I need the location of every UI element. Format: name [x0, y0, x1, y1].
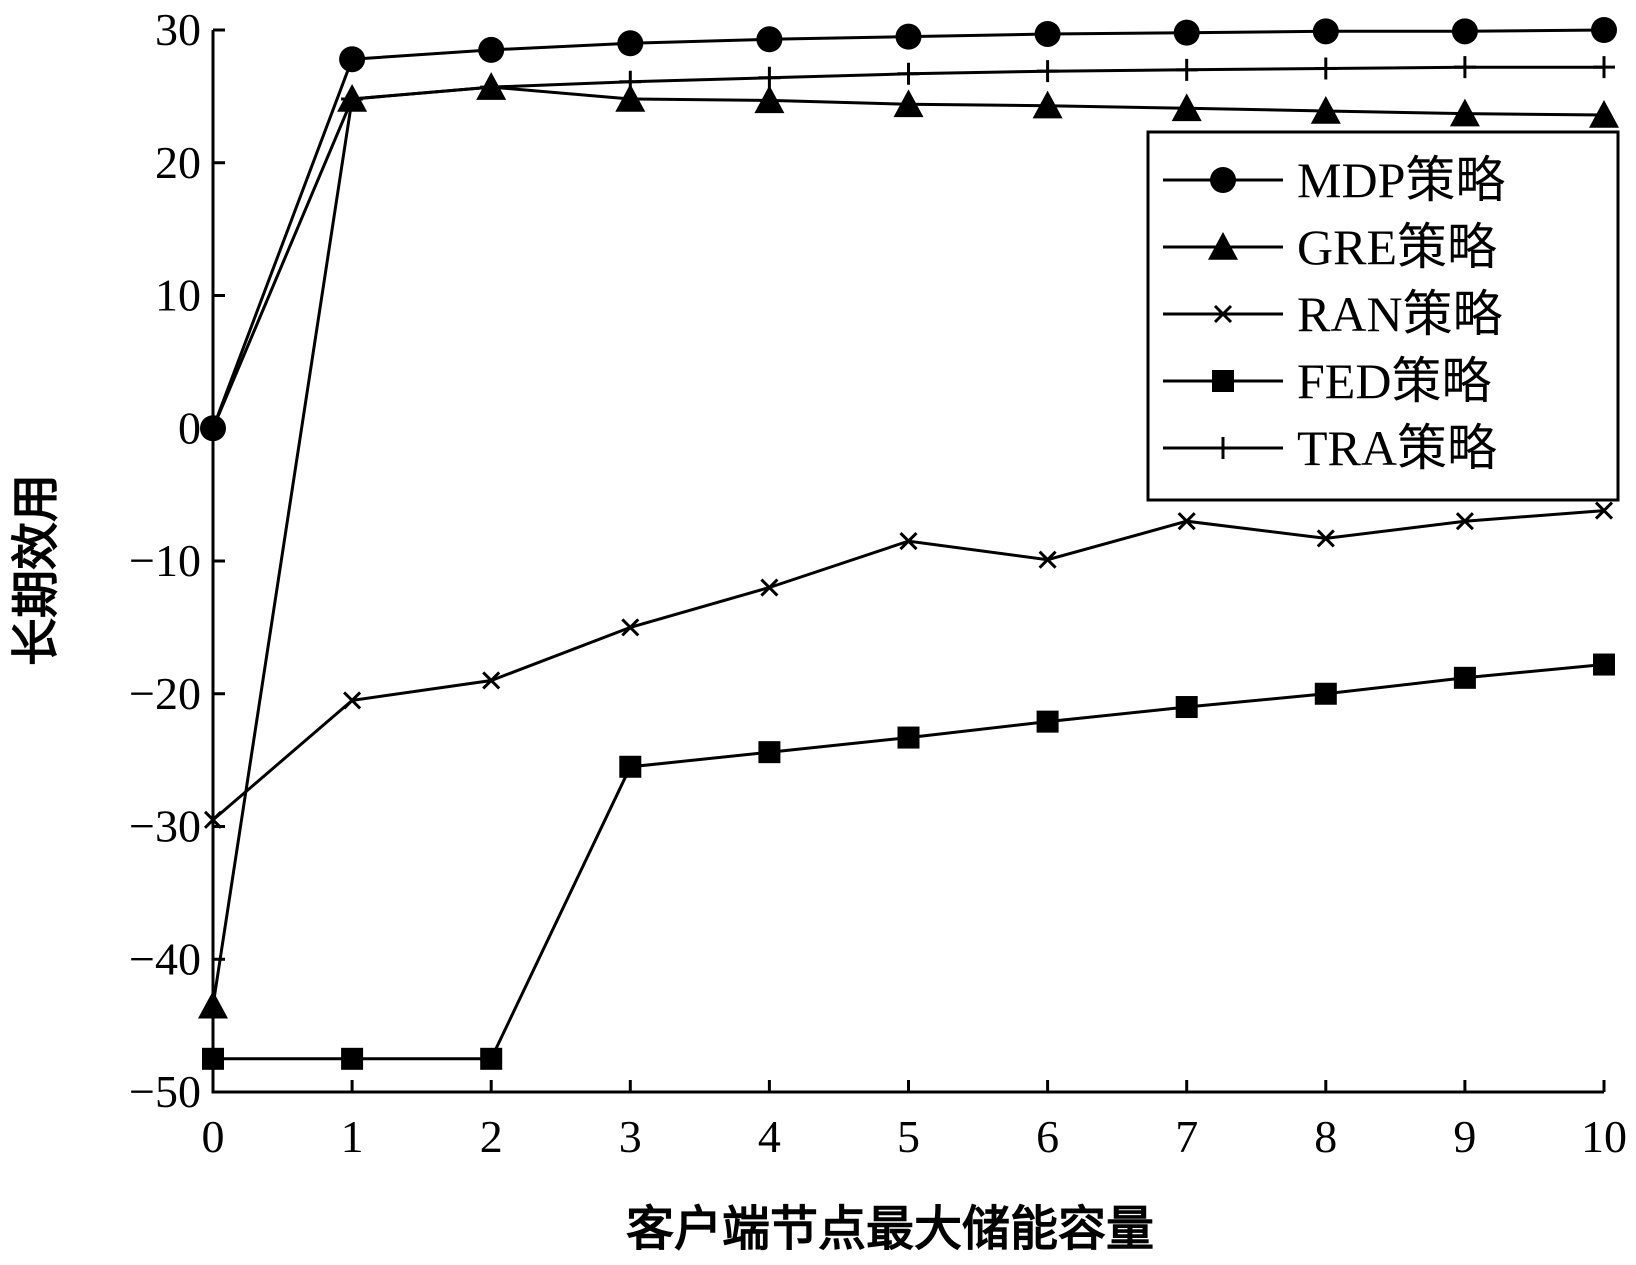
data-point-triangle [1449, 98, 1480, 127]
data-point-square [1036, 710, 1059, 733]
data-point-square [1453, 666, 1476, 689]
legend-label: RAN策略 [1297, 286, 1503, 342]
x-tick-label: 5 [897, 1111, 920, 1162]
data-point-circle [895, 23, 922, 50]
data-point-x [1455, 512, 1474, 531]
y-tick-label: −10 [129, 535, 201, 586]
data-point-triangle [1589, 99, 1619, 128]
data-point-square [480, 1047, 503, 1070]
legend-items: MDP策略 GRE策略 RAN策略 FED策略 TRA策略 [1163, 152, 1505, 476]
x-tick-label: 4 [758, 1111, 781, 1162]
legend-label: GRE策略 [1297, 219, 1497, 275]
data-point-x [1038, 550, 1057, 569]
x-tick-label: 9 [1453, 1111, 1476, 1162]
data-point-square [1593, 653, 1615, 676]
data-point-x [343, 691, 362, 710]
legend: MDP策略 GRE策略 RAN策略 FED策略 TRA策略 [1146, 130, 1620, 502]
y-tick-label: −40 [129, 933, 201, 984]
data-point-circle [339, 46, 366, 73]
x-tick-label: 7 [1175, 1111, 1198, 1162]
y-tick-label: −50 [129, 1066, 201, 1117]
data-point-circle [1173, 19, 1200, 46]
data-point-plus [1036, 60, 1059, 83]
y-tick-label: 30 [155, 4, 201, 55]
data-point-triangle [893, 89, 924, 118]
data-point-square [758, 741, 781, 764]
legend-label: MDP策略 [1297, 152, 1505, 208]
data-point-triangle [476, 72, 507, 100]
data-point-circle [756, 26, 783, 53]
data-point-x [1316, 529, 1335, 548]
data-point-triangle [1171, 93, 1202, 122]
data-point-plus [1175, 58, 1198, 81]
legend-marker-x [1213, 304, 1233, 324]
series-circle [200, 17, 1617, 442]
data-point-triangle [1310, 95, 1341, 124]
y-tick-label: 20 [155, 137, 201, 188]
data-point-x [482, 671, 501, 690]
data-point-x [621, 618, 640, 637]
data-point-plus [1453, 56, 1476, 79]
data-point-x [899, 532, 918, 551]
legend-item-square: FED策略 [1163, 353, 1491, 409]
x-tick-label: 2 [480, 1111, 503, 1162]
legend-marker-triangle [1208, 232, 1238, 260]
data-point-circle [1312, 18, 1339, 45]
data-point-circle [478, 36, 505, 63]
y-ticks: 30 20 10 0 −10 −20 −30 −40 −50 [129, 4, 225, 1117]
data-point-plus [758, 66, 781, 89]
series-line-square [213, 663, 1605, 1061]
series-square [202, 653, 1615, 1070]
x-ticks: 0 1 2 3 4 5 6 7 8 9 10 [202, 1080, 1627, 1162]
data-point-triangle [1032, 90, 1063, 119]
data-point-square [1314, 682, 1337, 705]
data-point-triangle [754, 85, 785, 114]
x-tick-label: 3 [619, 1111, 642, 1162]
series-layer [198, 17, 1619, 1070]
data-point-circle [617, 30, 644, 57]
y-tick-label: −30 [129, 801, 201, 852]
x-axis-title: 客户端节点最大储能容量 [626, 1201, 1154, 1257]
series-x [203, 501, 1614, 829]
plot-area: 0 1 2 3 4 5 6 7 8 9 10 30 20 10 0 −10 −20 −30 −40 −50 [129, 4, 1627, 1162]
legend-marker-square [1212, 370, 1234, 392]
y-tick-label: 10 [155, 270, 201, 321]
data-point-x [760, 578, 779, 597]
data-point-circle [1034, 20, 1061, 47]
data-point-x [1594, 501, 1614, 520]
data-point-plus [1593, 56, 1615, 79]
legend-marker-circle [1210, 167, 1236, 193]
series-triangle [198, 72, 1619, 1019]
legend-item-circle: MDP策略 [1163, 152, 1505, 208]
x-tick-label: 10 [1581, 1111, 1627, 1162]
data-point-circle [1451, 18, 1478, 45]
data-point-square [341, 1047, 364, 1070]
legend-item-x: RAN策略 [1163, 286, 1503, 342]
data-point-x [1177, 512, 1196, 531]
data-point-circle [1591, 17, 1617, 43]
data-point-plus [1314, 57, 1337, 80]
data-point-square [619, 755, 642, 778]
series-line-x [212, 509, 1605, 822]
legend-marker-plus [1212, 437, 1234, 459]
data-point-triangle [615, 84, 646, 112]
y-axis-title: 长期效用 [8, 474, 64, 666]
legend-item-plus: TRA策略 [1163, 420, 1497, 476]
x-tick-label: 1 [341, 1111, 364, 1162]
data-point-triangle [337, 84, 368, 112]
data-point-square [897, 726, 920, 749]
x-tick-label: 0 [202, 1111, 225, 1162]
y-tick-label: 0 [178, 402, 201, 453]
legend-item-triangle: GRE策略 [1163, 219, 1497, 275]
legend-label: TRA策略 [1297, 420, 1497, 476]
data-point-square [1175, 696, 1198, 719]
y-tick-label: −20 [129, 668, 201, 719]
x-tick-label: 8 [1314, 1111, 1337, 1162]
data-point-plus [897, 62, 920, 85]
x-tick-label: 6 [1036, 1111, 1059, 1162]
legend-label: FED策略 [1297, 353, 1491, 409]
